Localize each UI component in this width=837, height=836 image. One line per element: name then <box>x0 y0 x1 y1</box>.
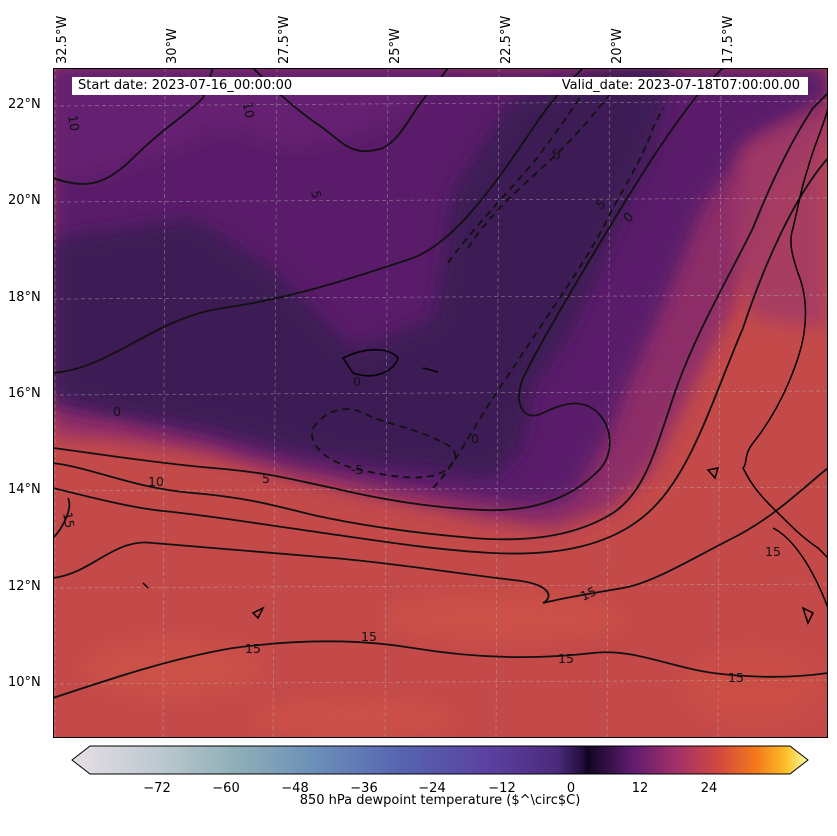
lon-label: 22.5°W <box>499 15 514 64</box>
lon-label: 27.5°W <box>277 15 292 64</box>
colorbar-tick: −72 <box>143 781 171 796</box>
dewpoint-map: 10 10 5 5 0 5 0 0 0 -5 10 5 15 15 15 15 … <box>53 68 828 738</box>
contour-label: 10 <box>240 101 258 119</box>
contour-label: 10 <box>148 474 164 489</box>
negative-contours <box>311 77 664 489</box>
lon-label: 25°W <box>388 28 403 64</box>
lat-label: 16°N <box>8 386 41 401</box>
colorbar-tick: 24 <box>700 781 718 796</box>
valid-date-label: Valid_date: 2023-07-18T07:00:00.00 <box>561 78 800 93</box>
colorbar-tick: 0 <box>566 781 576 796</box>
colorbar <box>71 745 809 775</box>
coastlines <box>142 107 828 625</box>
contour-label: 0 <box>353 374 361 389</box>
start-date-label: Start date: 2023-07-16_00:00:00 <box>78 78 293 93</box>
very-dry-region <box>53 68 673 478</box>
colorbar-gradient <box>71 745 809 775</box>
contour-label: 0 <box>471 431 479 446</box>
lat-label: 12°N <box>8 579 41 594</box>
contour-label: 0 <box>113 404 121 419</box>
colorbar-tick: 12 <box>631 781 649 796</box>
contour-label: 15 <box>245 641 261 656</box>
contour-label: 15 <box>765 544 781 559</box>
colorbar-tick: −48 <box>281 781 309 796</box>
contour-label: 5 <box>262 471 270 486</box>
lon-label: 17.5°W <box>721 15 736 64</box>
lat-label: 18°N <box>8 290 41 305</box>
lat-label: 10°N <box>8 675 41 690</box>
contour-label-group: 10 10 5 5 0 5 0 0 0 -5 10 5 15 15 15 15 … <box>60 101 781 685</box>
contour-label: -5 <box>351 462 363 477</box>
colorbar-tick: −24 <box>418 781 446 796</box>
colorbar-tick: −36 <box>350 781 378 796</box>
contour-label: 10 <box>65 114 83 132</box>
lon-label: 30°W <box>165 28 180 64</box>
contour-label: 15 <box>728 670 744 685</box>
contour-label: 15 <box>578 583 599 603</box>
lat-label: 20°N <box>8 193 41 208</box>
colorbar-tick: −12 <box>488 781 516 796</box>
contour-label: 15 <box>60 511 78 529</box>
lat-label: 22°N <box>8 97 41 112</box>
colorbar-label: 850 hPa dewpoint temperature ($^\circ$C) <box>299 793 581 808</box>
lat-label: 14°N <box>8 482 41 497</box>
lon-label: 20°W <box>610 28 625 64</box>
gridlines <box>53 68 828 738</box>
contour-label: 5 <box>308 189 325 201</box>
contour-lines <box>53 68 828 699</box>
contour-label: 15 <box>361 629 377 644</box>
colorbar-tick: −60 <box>212 781 240 796</box>
date-info-box: Start date: 2023-07-16_00:00:00 Valid_da… <box>72 77 808 95</box>
contour-label: 15 <box>558 651 574 666</box>
lon-label: 32.5°W <box>55 15 70 64</box>
